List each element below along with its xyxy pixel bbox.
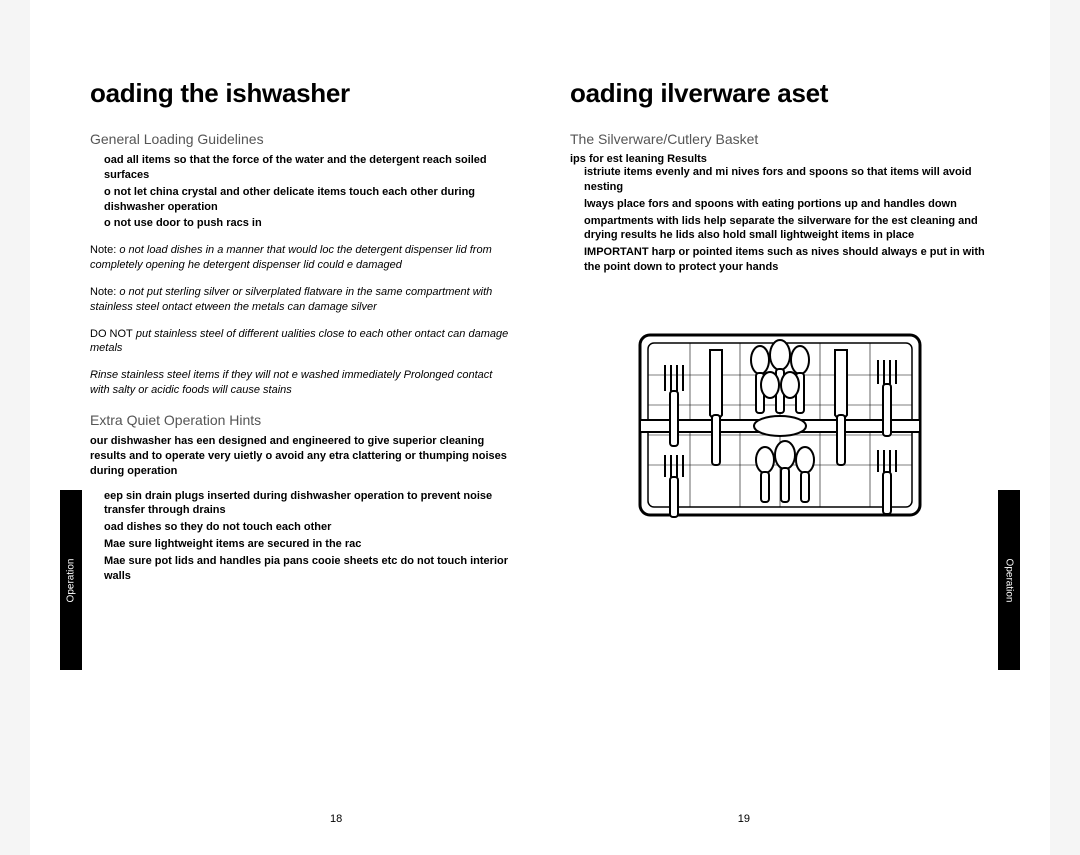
basket-illustration xyxy=(610,305,950,545)
list-item: ompartments with lids help separate the … xyxy=(584,214,990,244)
list-item: lways place fors and spoons with eating … xyxy=(584,197,990,212)
list-item: o not let china crystal and other delica… xyxy=(104,185,510,215)
tab-label: Operation xyxy=(1004,558,1015,602)
note-3: DO NOT put stainless steel of different … xyxy=(90,327,510,357)
list-item: Mae sure pot lids and handles pia pans c… xyxy=(104,554,510,584)
left-page: oading the ishwasher General Loading Gui… xyxy=(90,78,510,586)
list-item: Mae sure lightweight items are secured i… xyxy=(104,537,510,552)
right-title: oading ilverware aset xyxy=(570,78,990,109)
note-body: put stainless steel of different ualitie… xyxy=(90,328,508,355)
list-item: oad all items so that the force of the w… xyxy=(104,153,510,183)
note-lead: Note: xyxy=(90,286,116,298)
sec2-heading: Extra Quiet Operation Hints xyxy=(90,412,510,428)
sec2-list: eep sin drain plugs inserted during dish… xyxy=(90,489,510,584)
note-lead: DO NOT xyxy=(90,328,133,340)
sec2-intro: our dishwasher has een designed and engi… xyxy=(90,434,510,479)
sec1-list: oad all items so that the force of the w… xyxy=(90,153,510,231)
note-lead: Note: xyxy=(90,244,116,256)
two-column-spread: oading the ishwasher General Loading Gui… xyxy=(30,0,1050,586)
page-spread: oading the ishwasher General Loading Gui… xyxy=(0,0,1080,855)
right-sec1-heading: The Silverware/Cutlery Basket xyxy=(570,131,990,147)
sec1-heading: General Loading Guidelines xyxy=(90,131,510,147)
note-2: Note: o not put sterling silver or silve… xyxy=(90,285,510,315)
content-area: oading the ishwasher General Loading Gui… xyxy=(30,0,1050,855)
list-item: o not use door to push racs in xyxy=(104,216,510,231)
left-section-tab: Operation xyxy=(60,490,82,670)
silverware-basket-figure xyxy=(570,305,990,545)
note-1: Note: o not load dishes in a manner that… xyxy=(90,243,510,273)
left-title: oading the ishwasher xyxy=(90,78,510,109)
page-number-right: 19 xyxy=(738,813,750,825)
tab-label: Operation xyxy=(66,558,77,602)
list-item: eep sin drain plugs inserted during dish… xyxy=(104,489,510,519)
tips-list: istriute items evenly and mi nives fors … xyxy=(570,165,990,275)
page-number-left: 18 xyxy=(330,813,342,825)
list-item: IMPORTANT harp or pointed items such as … xyxy=(584,245,990,275)
list-item: istriute items evenly and mi nives fors … xyxy=(584,165,990,195)
right-section-tab: Operation xyxy=(998,490,1020,670)
list-item: oad dishes so they do not touch each oth… xyxy=(104,520,510,535)
note-4: Rinse stainless steel items if they will… xyxy=(90,368,510,398)
note-body: o not put sterling silver or silverplate… xyxy=(90,286,492,313)
right-page: oading ilverware aset The Silverware/Cut… xyxy=(570,78,990,586)
tips-heading: ips for est leaning Results xyxy=(570,153,990,165)
note-body: o not load dishes in a manner that would… xyxy=(90,244,492,271)
